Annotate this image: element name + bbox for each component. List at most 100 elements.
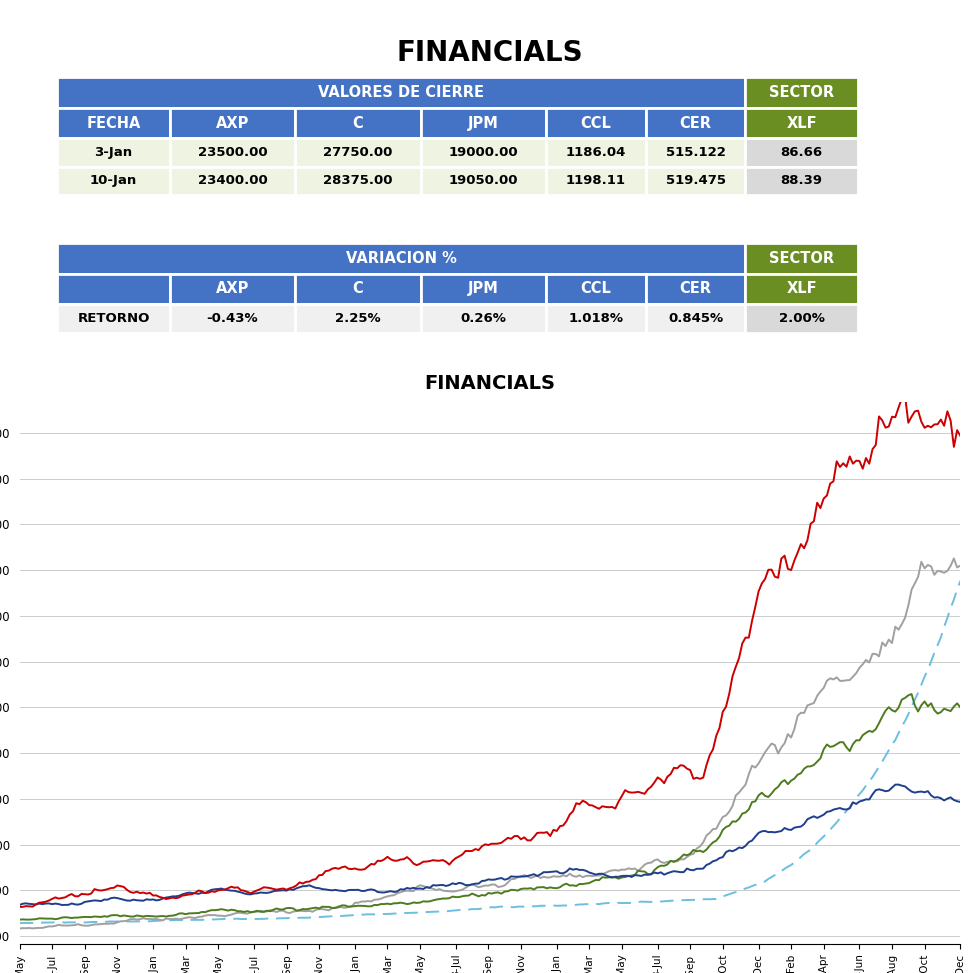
Text: 1186.04: 1186.04 [565, 146, 626, 160]
FancyBboxPatch shape [746, 138, 858, 166]
FancyBboxPatch shape [295, 305, 420, 333]
Text: VARIACION %: VARIACION % [346, 251, 457, 266]
JPM [427, 883, 439, 894]
FancyBboxPatch shape [746, 243, 858, 273]
Line: C: C [20, 694, 960, 919]
FancyBboxPatch shape [420, 305, 546, 333]
FancyBboxPatch shape [57, 203, 170, 224]
CER [837, 809, 849, 820]
CER [955, 575, 966, 587]
FancyBboxPatch shape [57, 305, 170, 333]
Text: RETORNO: RETORNO [77, 312, 150, 325]
FancyBboxPatch shape [170, 166, 295, 195]
Text: 0.26%: 0.26% [461, 312, 507, 325]
Text: -0.43%: -0.43% [207, 312, 259, 325]
CCL [583, 867, 595, 879]
Text: 19050.00: 19050.00 [449, 174, 518, 188]
Text: 2.25%: 2.25% [335, 312, 381, 325]
FancyBboxPatch shape [170, 203, 295, 224]
CER [30, 917, 42, 928]
Line: JPM: JPM [20, 559, 960, 928]
Text: CCL: CCL [580, 116, 612, 130]
C [26, 914, 38, 925]
FancyBboxPatch shape [746, 166, 858, 195]
Text: 0.845%: 0.845% [668, 312, 723, 325]
FancyBboxPatch shape [546, 305, 646, 333]
CER [430, 906, 442, 918]
FancyBboxPatch shape [546, 138, 646, 166]
FancyBboxPatch shape [646, 203, 746, 224]
CER [14, 918, 25, 929]
CCL [238, 887, 250, 899]
AXP [955, 430, 966, 442]
Text: JPM: JPM [468, 116, 499, 130]
Text: 2.00%: 2.00% [779, 312, 824, 325]
FancyBboxPatch shape [420, 108, 546, 138]
AXP [14, 901, 25, 913]
JPM [918, 562, 930, 574]
Text: CCL: CCL [580, 281, 612, 297]
Text: 23400.00: 23400.00 [198, 174, 268, 188]
Text: SECTOR: SECTOR [769, 86, 834, 100]
Text: 10-Jan: 10-Jan [90, 174, 137, 188]
FancyBboxPatch shape [546, 273, 646, 305]
FancyBboxPatch shape [746, 273, 858, 305]
C [906, 688, 917, 700]
FancyBboxPatch shape [295, 138, 420, 166]
FancyBboxPatch shape [295, 273, 420, 305]
Title: FINANCIALS: FINANCIALS [424, 374, 556, 392]
Text: 519.475: 519.475 [665, 174, 725, 188]
FancyBboxPatch shape [746, 203, 858, 224]
FancyBboxPatch shape [746, 305, 858, 333]
FancyBboxPatch shape [420, 273, 546, 305]
C [922, 701, 934, 712]
Text: AXP: AXP [216, 116, 249, 130]
JPM [26, 922, 38, 934]
FancyBboxPatch shape [295, 203, 420, 224]
C [580, 878, 592, 889]
Text: 3-Jan: 3-Jan [94, 146, 132, 160]
JPM [235, 907, 247, 919]
CER [17, 918, 28, 929]
FancyBboxPatch shape [295, 108, 420, 138]
FancyBboxPatch shape [170, 273, 295, 305]
Line: CER: CER [20, 581, 960, 923]
FancyBboxPatch shape [57, 243, 746, 273]
FancyBboxPatch shape [57, 78, 746, 108]
CCL [955, 796, 966, 808]
Text: 86.66: 86.66 [780, 146, 822, 160]
Text: 515.122: 515.122 [665, 146, 725, 160]
FancyBboxPatch shape [420, 166, 546, 195]
AXP [26, 901, 38, 913]
C [955, 702, 966, 713]
FancyBboxPatch shape [295, 166, 420, 195]
CER [238, 914, 250, 925]
C [14, 914, 25, 925]
Text: JPM: JPM [468, 281, 499, 297]
Text: AXP: AXP [216, 281, 249, 297]
Text: 23500.00: 23500.00 [198, 146, 268, 160]
AXP [427, 854, 439, 866]
FancyBboxPatch shape [57, 108, 170, 138]
AXP [834, 461, 846, 473]
FancyBboxPatch shape [546, 166, 646, 195]
FancyBboxPatch shape [170, 305, 295, 333]
Text: 88.39: 88.39 [781, 174, 822, 188]
CCL [837, 804, 849, 815]
JPM [580, 870, 592, 882]
FancyBboxPatch shape [170, 138, 295, 166]
Text: VALORES DE CIERRE: VALORES DE CIERRE [318, 86, 484, 100]
AXP [235, 884, 247, 896]
CCL [56, 899, 68, 911]
CCL [925, 789, 937, 801]
JPM [955, 559, 966, 571]
FancyBboxPatch shape [646, 305, 746, 333]
JPM [834, 675, 846, 687]
Text: SECTOR: SECTOR [769, 251, 834, 266]
C [427, 894, 439, 906]
FancyBboxPatch shape [546, 108, 646, 138]
FancyBboxPatch shape [57, 166, 170, 195]
Line: AXP: AXP [20, 396, 960, 907]
FancyBboxPatch shape [646, 138, 746, 166]
Text: CER: CER [679, 281, 711, 297]
